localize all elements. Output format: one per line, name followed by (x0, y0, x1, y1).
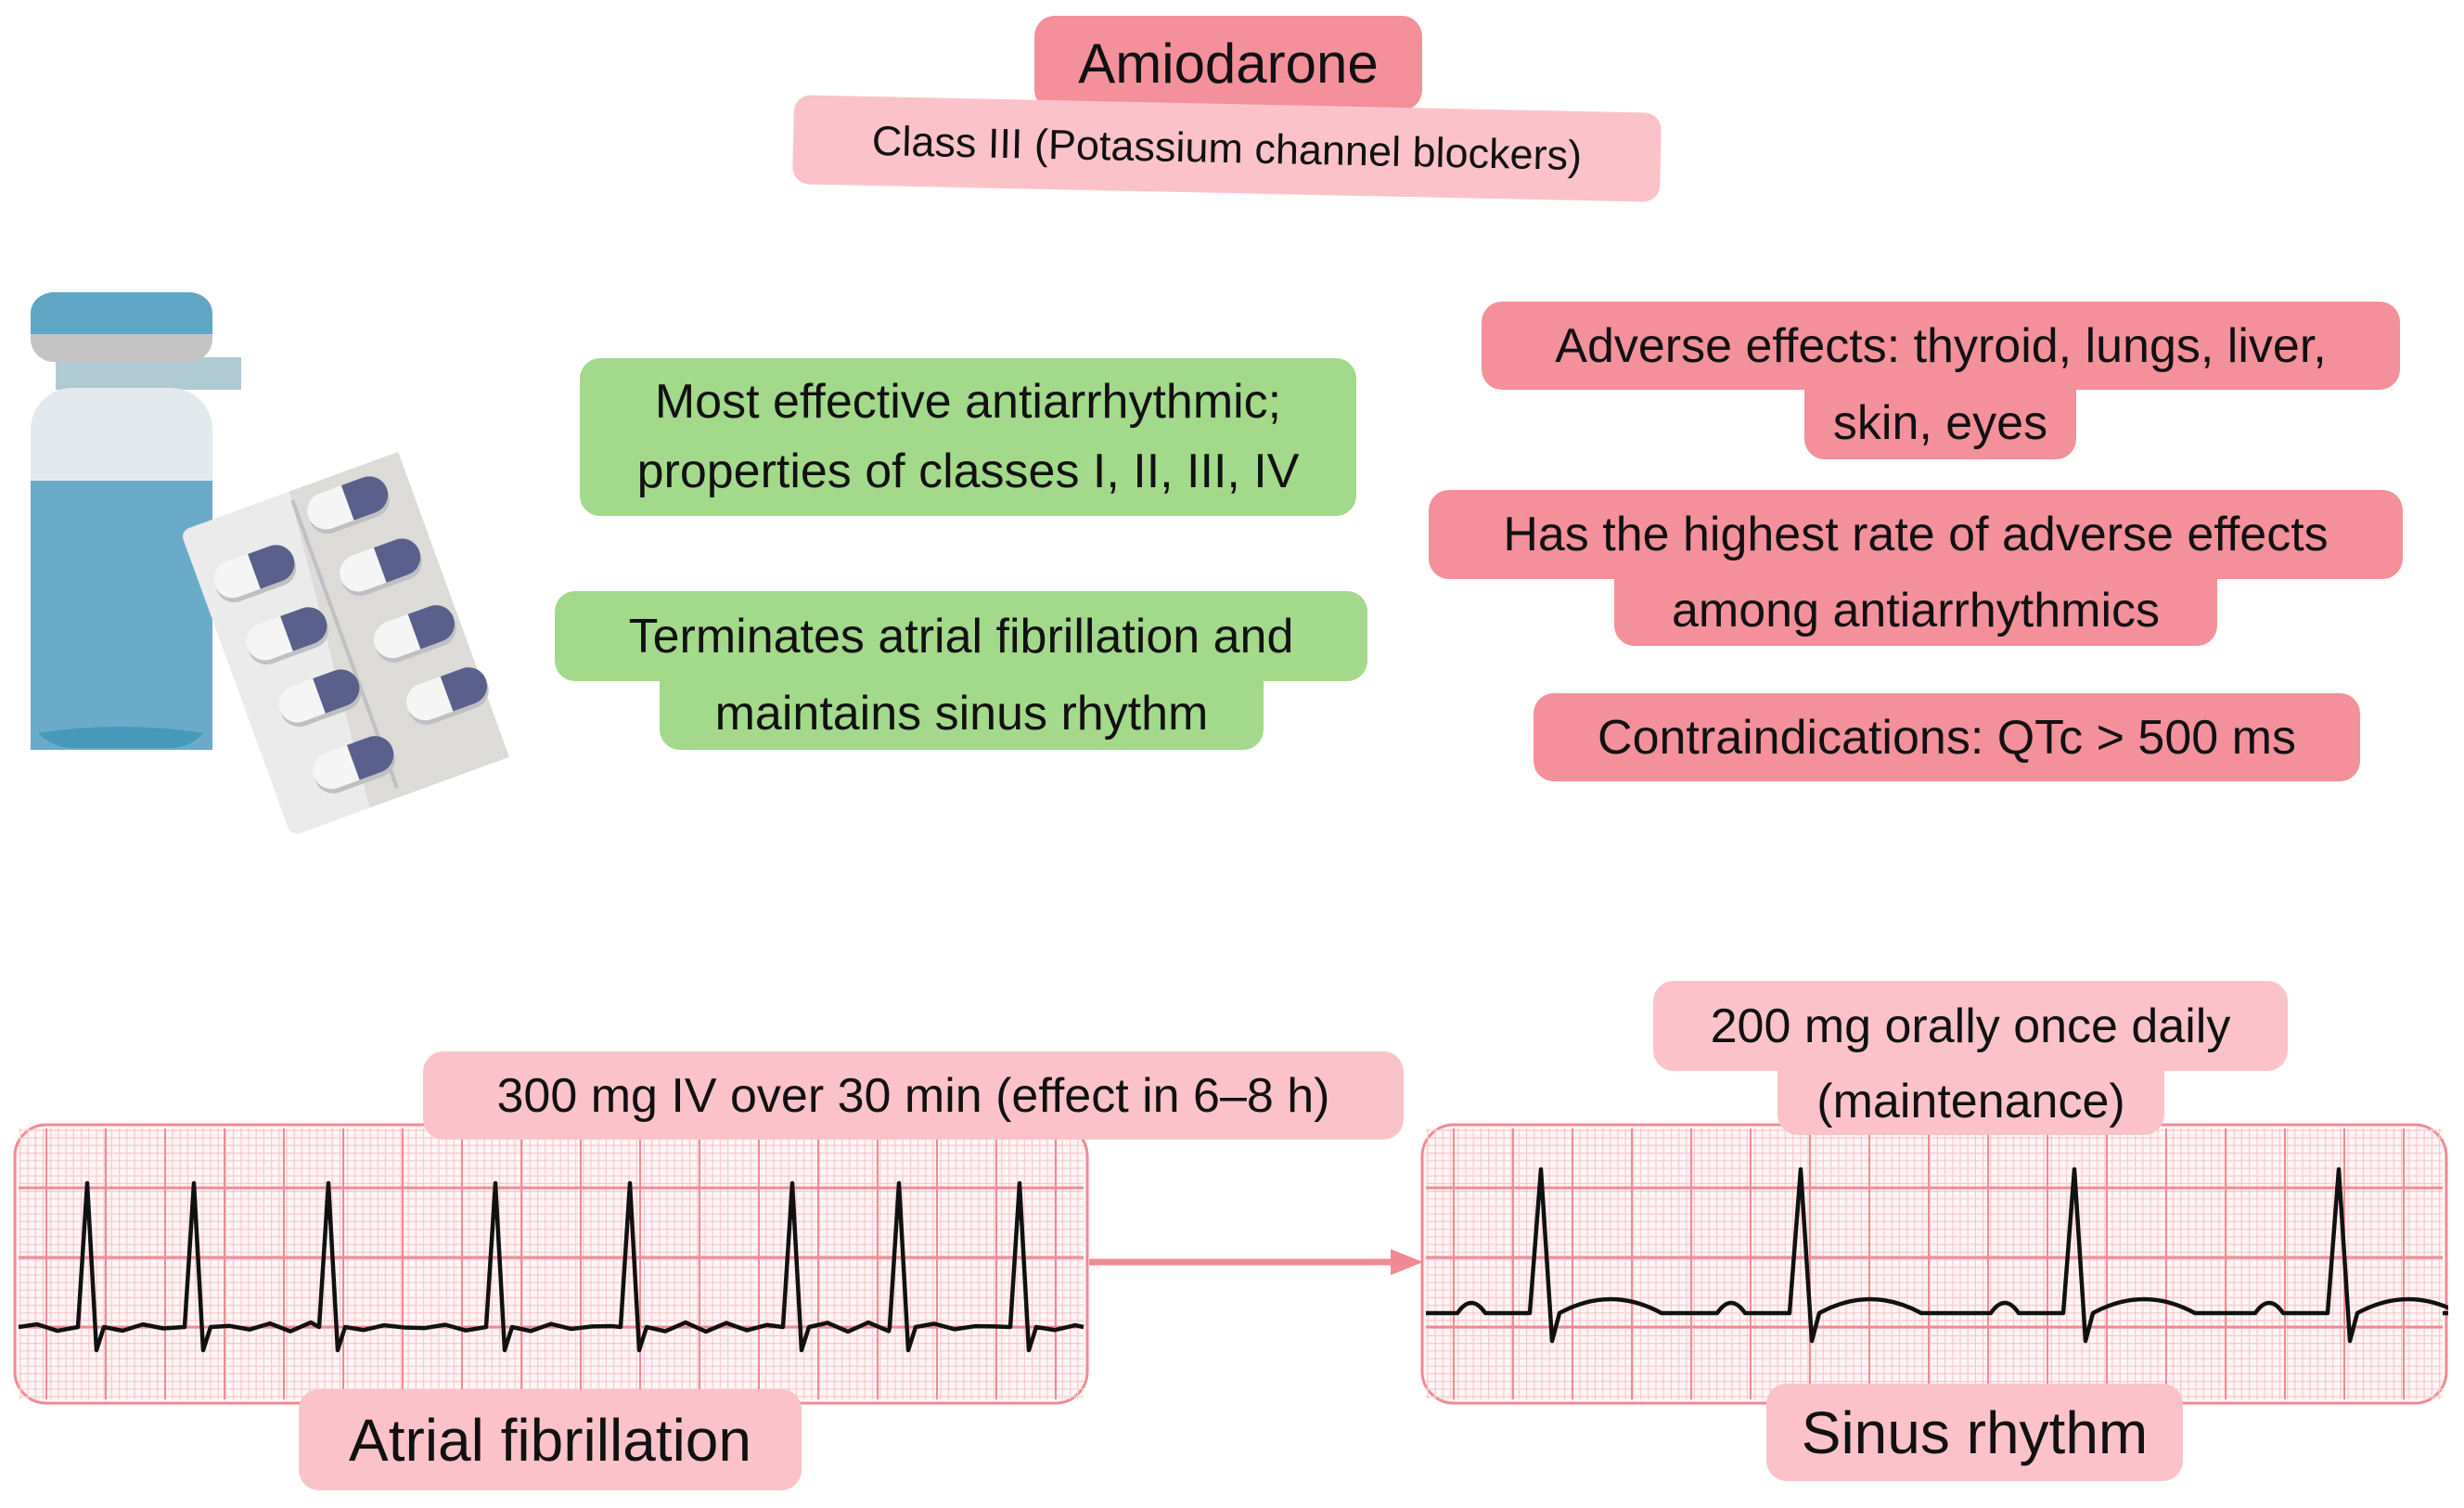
capsule-icon (278, 669, 362, 728)
iv-dose-text: 300 mg IV over 30 min (effect in 6–8 h) (496, 1068, 1330, 1123)
adverse-effects-box-line-2: skin, eyes (1804, 386, 2076, 459)
oral-dose-label-line-1: 200 mg orally once daily (1653, 981, 2288, 1071)
arrow-right-icon (1089, 1249, 1423, 1275)
benefit-1-line-2: properties of classes I, II, III, IV (636, 445, 1300, 498)
oral-dose-line-1: 200 mg orally once daily (1710, 999, 2231, 1053)
rhythm-after-text: Sinus rhythm (1801, 1398, 2149, 1466)
pill-blister-icon (183, 451, 509, 834)
drug-title: Amiodarone (1034, 16, 1422, 110)
ecg-strip-sinus-rhythm (1420, 1123, 2448, 1405)
iv-dose-label: 300 mg IV over 30 min (effect in 6–8 h) (423, 1051, 1404, 1140)
contraindications-text: Contraindications: QTc > 500 ms (1598, 710, 2296, 765)
adverse-effects-line-1: Adverse effects: thyroid, lungs, liver, (1555, 318, 2327, 373)
benefit-2-line-1: Terminates atrial fibrillation and (628, 609, 1294, 664)
rhythm-before-text: Atrial fibrillation (349, 1406, 751, 1474)
ecg-trace (18, 1180, 1084, 1353)
capsule-icon (340, 538, 422, 597)
oral-dose-label-line-2: (maintenance) (1777, 1067, 2164, 1135)
capsule-icon (406, 667, 489, 725)
benefit-box-1: Most effective antiarrhythmic; propertie… (580, 358, 1356, 516)
adverse-rate-line-1: Has the highest rate of adverse effects (1503, 508, 2329, 561)
capsule-icon (313, 736, 395, 793)
capsule-icon (307, 476, 390, 535)
vial-icon-shape (31, 292, 241, 750)
capsule-icon (213, 545, 297, 603)
adverse-rate-box-line-2: among antiarrhythmics (1614, 575, 2217, 646)
benefit-1-line-1: Most effective antiarrhythmic; (654, 375, 1282, 429)
benefit-box-2-line-2: maintains sinus rhythm (660, 677, 1264, 750)
drug-class-text: Class III (Potassium channel blockers) (871, 116, 1583, 180)
drug-class-label: Class III (Potassium channel blockers) (792, 95, 1662, 202)
oral-dose-line-2: (maintenance) (1816, 1074, 2125, 1128)
benefit-box-2-line-1: Terminates atrial fibrillation and (555, 591, 1367, 681)
benefit-2-line-2: maintains sinus rhythm (714, 687, 1209, 741)
adverse-rate-line-2: among antiarrhythmics (1672, 584, 2160, 638)
capsule-icon (246, 607, 329, 665)
contraindications-box: Contraindications: QTc > 500 ms (1534, 693, 2360, 781)
ecg-trace (1426, 1166, 2448, 1344)
adverse-effects-box-line-1: Adverse effects: thyroid, lungs, liver, (1482, 302, 2400, 390)
rhythm-label-before: Atrial fibrillation (299, 1389, 802, 1490)
adverse-rate-box-line-1: Has the highest rate of adverse effects (1429, 490, 2403, 579)
rhythm-label-after: Sinus rhythm (1766, 1384, 2183, 1481)
drug-title-text: Amiodarone (1078, 32, 1379, 95)
vial-icon (31, 292, 509, 834)
capsule-icon (374, 605, 456, 663)
ecg-strip-atrial-fibrillation (13, 1123, 1089, 1405)
adverse-effects-line-2: skin, eyes (1832, 395, 2048, 450)
